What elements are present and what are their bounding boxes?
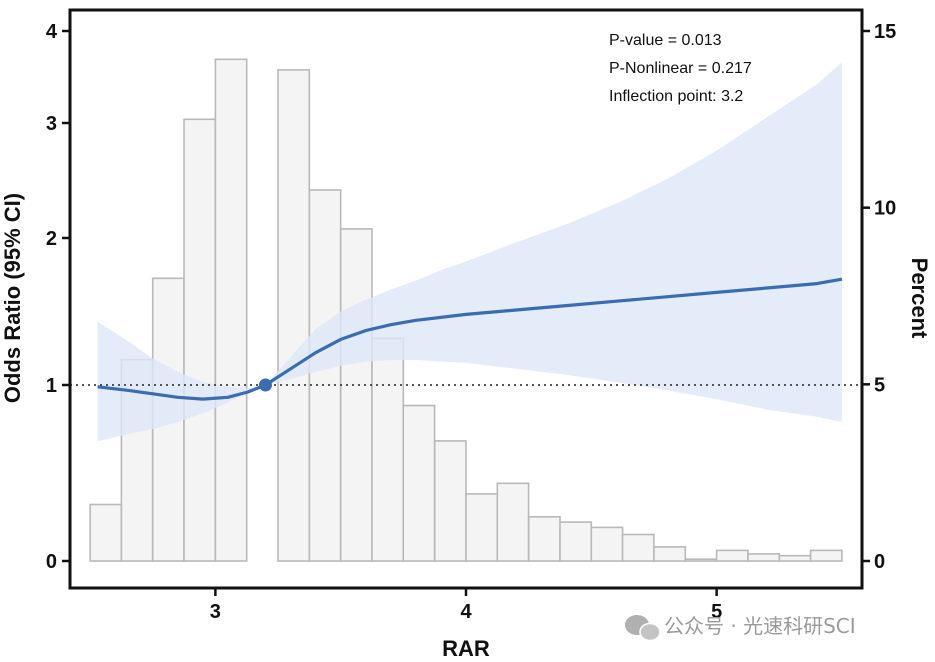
- x-tick-label: 3: [210, 601, 221, 623]
- histogram-bar: [465, 493, 499, 562]
- wechat-icon: [625, 615, 661, 642]
- x-axis-ticks: 3 4 5: [210, 588, 722, 623]
- x-tick-label: 4: [460, 601, 472, 623]
- histogram-bar: [214, 58, 248, 562]
- y2-tick-label: 0: [874, 551, 885, 573]
- y2-tick-label: 5: [874, 374, 885, 396]
- y-tick-label: 2: [46, 228, 57, 250]
- y-tick-label: 0: [46, 551, 57, 573]
- histogram-bar: [277, 69, 311, 562]
- right-axis-ticks: 0 5 10 15: [862, 21, 896, 573]
- y2-axis-title: Percent: [907, 258, 932, 339]
- y-tick-label: 3: [46, 113, 57, 135]
- histogram-bar: [496, 482, 530, 562]
- histogram-bar: [778, 554, 812, 562]
- odds-ratio-series: [97, 277, 843, 401]
- histogram-bar: [89, 503, 123, 562]
- histogram-bar: [339, 228, 373, 562]
- histogram-bar: [653, 546, 687, 562]
- y-axis-title: Odds Ratio (95% CI): [0, 193, 25, 403]
- annotation-p-nonlinear: P-Nonlinear = 0.217: [609, 60, 752, 77]
- histogram-bar: [433, 440, 467, 562]
- y2-tick-label: 15: [874, 21, 896, 43]
- watermark-text: 公众号 · 光速科研SCI: [664, 614, 856, 638]
- inflection-point-marker: [258, 378, 272, 392]
- y-tick-label: 1: [46, 375, 57, 397]
- histogram-bar: [527, 515, 561, 562]
- y-tick-label: 4: [46, 21, 58, 43]
- histogram-bar: [715, 549, 749, 562]
- watermark: 公众号 · 光速科研SCI: [625, 614, 856, 642]
- histogram-bar: [684, 558, 718, 562]
- or-line: [97, 277, 843, 401]
- histogram-bar: [590, 526, 624, 562]
- confidence-band: [97, 62, 842, 442]
- histogram-bar: [747, 553, 781, 562]
- x-tick-label: 5: [711, 601, 722, 623]
- histogram-bar: [402, 404, 436, 562]
- histogram-bar: [621, 533, 655, 562]
- histogram-bar: [308, 189, 342, 562]
- annotation-inflection-point: Inflection point: 3.2: [609, 88, 743, 105]
- histogram-bar: [809, 549, 843, 562]
- histogram-bar: [559, 521, 593, 562]
- ci-band: [97, 62, 842, 442]
- left-axis-ticks: 0 1 2 3 4: [46, 21, 70, 573]
- y2-tick-label: 10: [874, 198, 896, 220]
- histogram-bar: [183, 118, 217, 562]
- x-axis-title: RAR: [442, 636, 490, 661]
- histogram-bar: [371, 337, 405, 562]
- annotation-p-value: P-value = 0.013: [609, 32, 722, 49]
